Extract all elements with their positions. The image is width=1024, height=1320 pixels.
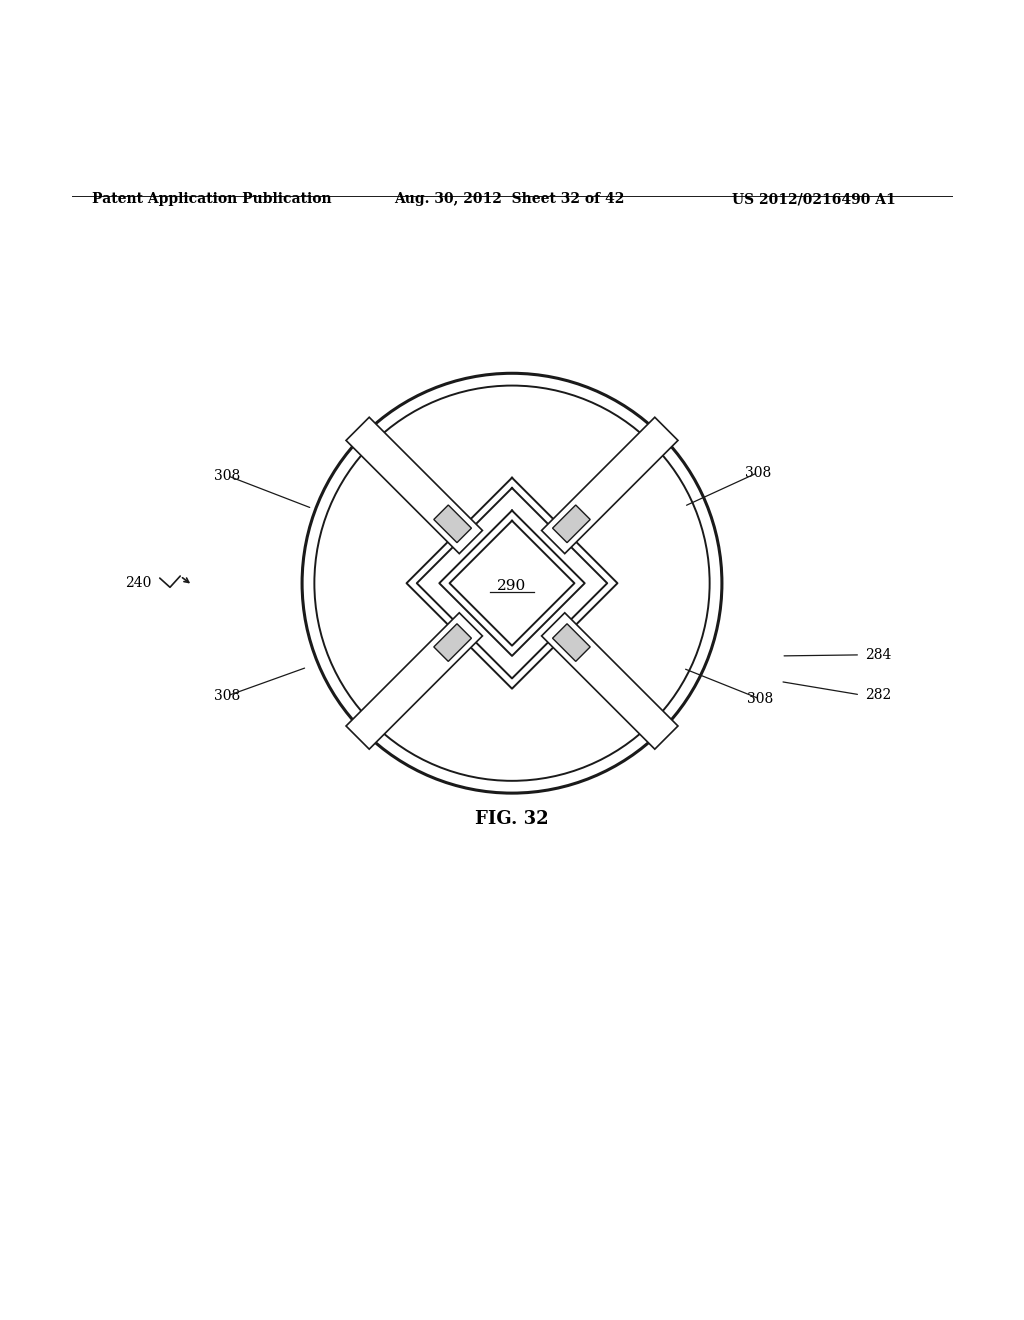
Text: US 2012/0216490 A1: US 2012/0216490 A1: [732, 191, 896, 206]
Text: Aug. 30, 2012  Sheet 32 of 42: Aug. 30, 2012 Sheet 32 of 42: [394, 191, 625, 206]
Polygon shape: [346, 417, 482, 553]
Text: 308: 308: [746, 692, 773, 706]
Text: 308: 308: [744, 466, 771, 479]
Polygon shape: [553, 506, 590, 543]
Text: 290: 290: [498, 579, 526, 593]
Polygon shape: [434, 506, 471, 543]
Polygon shape: [542, 417, 678, 553]
Polygon shape: [434, 624, 471, 661]
Text: 282: 282: [865, 688, 892, 702]
Polygon shape: [553, 624, 590, 661]
Text: FIG. 32: FIG. 32: [475, 809, 549, 828]
Text: Patent Application Publication: Patent Application Publication: [92, 191, 332, 206]
Text: 240: 240: [125, 577, 152, 590]
Text: 308: 308: [214, 469, 241, 483]
Polygon shape: [346, 612, 482, 750]
Polygon shape: [542, 612, 678, 750]
Text: 284: 284: [865, 648, 892, 661]
Text: 308: 308: [214, 689, 241, 702]
